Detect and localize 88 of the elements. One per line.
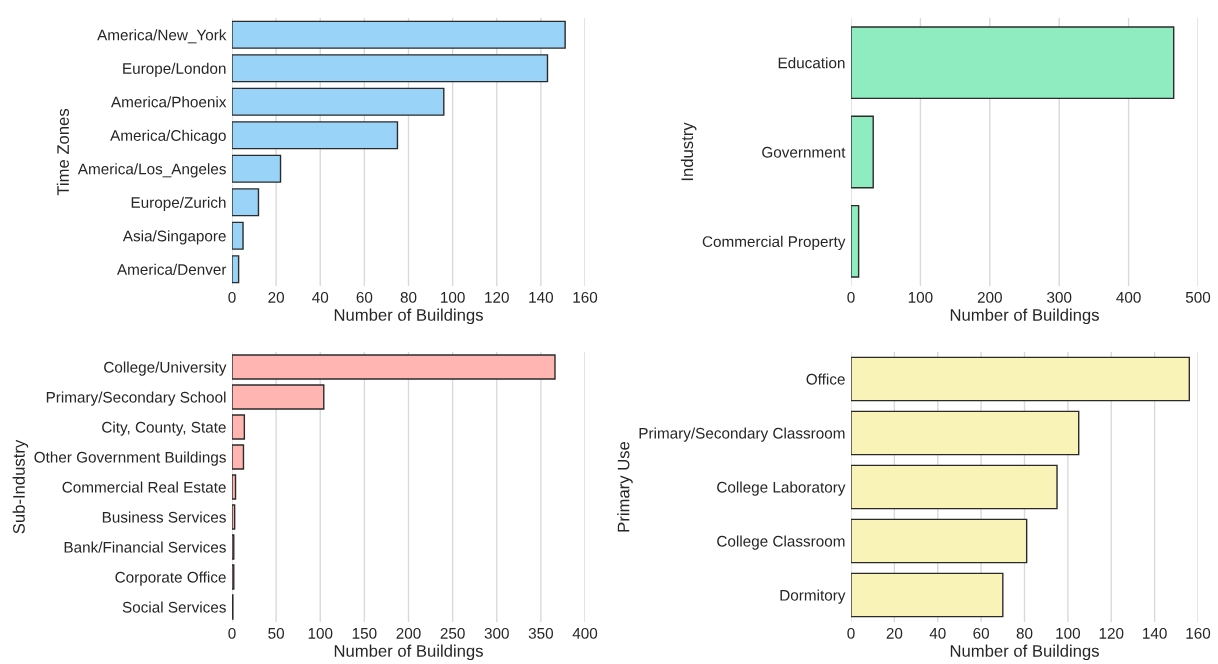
x-tick-label: 350: [528, 627, 554, 639]
x-tick-label: 50: [268, 627, 285, 639]
bar: [851, 410, 1080, 456]
y-tick-label: College/University: [104, 361, 227, 376]
x-tick-label: 60: [973, 627, 990, 639]
y-tick-label: America/Denver: [116, 263, 227, 275]
bar: [851, 204, 860, 278]
y-axis-title: Primary Use: [617, 441, 633, 532]
x-tick-label: 160: [573, 291, 598, 303]
x-tick-label: 0: [847, 291, 855, 303]
x-tick-label: 300: [1047, 291, 1072, 303]
bar: [851, 26, 1175, 100]
bar: [851, 572, 1004, 618]
x-tick-label: 60: [356, 291, 373, 303]
x-tick-label: 160: [1186, 627, 1211, 639]
bar: [232, 474, 237, 500]
x-tick-label: 150: [352, 627, 377, 639]
x-tick-label: 140: [529, 291, 554, 303]
y-tick-label: Government: [762, 146, 846, 158]
x-tick-label: 80: [1016, 627, 1033, 639]
x-tick-label: 20: [886, 627, 903, 639]
bar: [232, 54, 549, 83]
bar: [232, 121, 399, 150]
x-tick-label: 120: [485, 291, 509, 303]
y-tick-label: Commercial Real Estate: [62, 481, 226, 493]
y-tick-label: City, County, State: [102, 421, 226, 436]
x-tick-label: 250: [440, 627, 465, 639]
y-tick-label: America/New_York: [97, 29, 227, 44]
y-tick-label: America/Phoenix: [110, 96, 227, 108]
y-tick-label: Commercial Property: [702, 235, 846, 251]
x-tick-label: 100: [308, 627, 333, 639]
bar: [851, 115, 874, 189]
x-axis-title: Number of Buildings: [334, 644, 483, 661]
bar: [851, 356, 1191, 402]
bar: [232, 384, 325, 410]
x-tick-label: 400: [1116, 291, 1141, 303]
x-tick-label: 200: [396, 627, 421, 639]
x-tick-label: 80: [400, 291, 417, 303]
bar: [232, 154, 282, 183]
y-tick-label: Business Services: [102, 511, 226, 523]
bar: [232, 20, 566, 49]
bar: [851, 464, 1058, 510]
x-tick-label: 0: [228, 627, 236, 639]
y-axis-title: Industry: [680, 122, 697, 181]
x-tick-label: 0: [847, 627, 855, 639]
bar: [232, 87, 445, 116]
x-tick-label: 300: [484, 627, 509, 639]
x-tick-label: 100: [441, 291, 465, 303]
y-tick-label: America/Chicago: [110, 129, 226, 144]
y-tick-label: Bank/Financial Services: [64, 541, 226, 553]
y-tick-label: Corporate Office: [115, 571, 226, 586]
y-tick-label: Asia/Singapore: [122, 230, 226, 245]
x-tick-label: 40: [929, 627, 946, 639]
y-tick-label: Europe/Zurich: [131, 196, 226, 211]
bar: [232, 188, 260, 217]
y-tick-label: Dormitory: [780, 589, 846, 604]
x-axis-title: Number of Buildings: [334, 308, 483, 325]
bar: [232, 444, 245, 470]
y-tick-label: Other Government Buildings: [34, 451, 226, 466]
y-tick-label: Office: [806, 373, 845, 385]
x-tick-label: 400: [572, 627, 598, 639]
x-axis-title: Number of Buildings: [950, 644, 1099, 661]
bar: [232, 504, 236, 530]
y-tick-label: Primary/Secondary School: [46, 391, 226, 406]
y-axis-title: Time Zones: [56, 108, 69, 196]
x-tick-label: 140: [1143, 627, 1167, 639]
bar: [232, 221, 244, 250]
x-tick-label: 100: [908, 291, 933, 303]
bar: [232, 354, 556, 380]
y-tick-label: Europe/London: [123, 62, 226, 77]
y-tick-label: Primary/Secondary Classroom: [639, 427, 845, 442]
y-tick-label: Social Services: [122, 601, 226, 613]
x-axis-title: Number of Buildings: [950, 308, 1099, 325]
x-tick-label: 0: [228, 291, 236, 303]
y-axis-title: Sub-Industry: [12, 439, 29, 534]
bar: [232, 255, 240, 284]
y-tick-label: College Laboratory: [717, 481, 846, 496]
x-tick-label: 40: [312, 291, 329, 303]
y-tick-label: Education: [778, 57, 845, 69]
x-tick-label: 120: [1099, 627, 1124, 639]
y-tick-label: College Classroom: [717, 535, 845, 550]
y-tick-label: America/Los_Angeles: [77, 163, 226, 178]
x-tick-label: 200: [977, 291, 1002, 303]
x-tick-label: 500: [1185, 291, 1211, 303]
x-tick-label: 20: [268, 291, 285, 303]
bar: [232, 414, 246, 440]
bar: [851, 518, 1028, 564]
x-tick-label: 100: [1056, 627, 1081, 639]
